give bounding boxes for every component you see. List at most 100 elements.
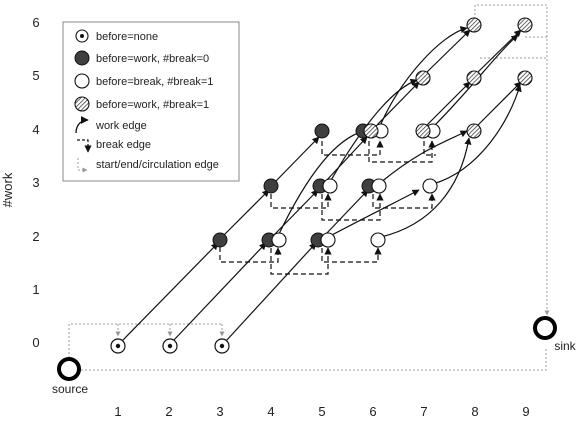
circ-edge-source (68, 323, 222, 358)
break-edges (219, 140, 436, 275)
work-edge-icon (75, 116, 89, 134)
legend: before=none before=work, #break=0 before… (62, 21, 240, 182)
y-ticks: 0 1 2 3 4 5 6 (32, 15, 39, 350)
nodes-none (110, 338, 230, 354)
break-edge (372, 193, 436, 209)
break-edge (368, 140, 436, 163)
x-tick: 4 (267, 404, 274, 419)
x-tick: 9 (522, 404, 529, 419)
node-none (162, 338, 178, 354)
node-break1 (320, 232, 336, 248)
work-edge (477, 29, 522, 73)
legend-label: break edge (96, 139, 151, 151)
node-work0 (263, 178, 279, 194)
work-edge (477, 81, 522, 126)
legend-item-break1: before=break, #break=1 (74, 73, 213, 89)
node-break1 (271, 232, 287, 248)
nodes-break1 (271, 123, 441, 248)
work-edge (329, 78, 418, 183)
source-label: source (52, 382, 88, 396)
circulation-edges (68, 4, 550, 373)
legend-item-circ-edge: start/end/circulation edge (77, 158, 219, 173)
circ-edge-icon (77, 158, 88, 173)
work-edge (274, 136, 320, 183)
break-edge (423, 141, 436, 156)
node-none (214, 338, 230, 354)
work-edge (223, 189, 270, 236)
work-edge (380, 137, 472, 238)
x-ticks: 1 2 3 4 5 6 7 8 9 (114, 404, 529, 419)
circ-edge-return (73, 349, 547, 373)
break-edge (270, 247, 332, 275)
work-edge (121, 242, 219, 342)
legend-label: before=work, #break=1 (96, 99, 209, 111)
node-work1 (415, 70, 431, 86)
sink-node: sink (533, 316, 577, 353)
x-tick: 7 (420, 404, 427, 419)
legend-item-break-edge: break edge (77, 139, 151, 153)
node-work0 (314, 123, 330, 139)
node-work1 (517, 17, 533, 33)
work-edge (432, 84, 522, 185)
node-work1 (466, 17, 482, 33)
y-tick: 0 (32, 335, 39, 350)
y-axis-label: #work (0, 172, 15, 207)
break-edge (219, 247, 282, 263)
work-edge (379, 26, 468, 127)
legend-label: work edge (95, 120, 147, 132)
break-edge (321, 193, 384, 221)
node-break1 (422, 178, 438, 194)
y-tick: 3 (32, 175, 39, 190)
work-edges (121, 29, 522, 342)
legend-label: start/end/circulation edge (96, 159, 219, 171)
work-edge (172, 242, 267, 342)
legend-item-work-edge: work edge (75, 116, 147, 134)
work-edge (426, 29, 471, 73)
legend-box (62, 21, 240, 182)
break-edge (321, 140, 384, 156)
y-tick: 5 (32, 68, 39, 83)
x-tick: 3 (216, 404, 223, 419)
x-tick: 6 (369, 404, 376, 419)
x-tick: 8 (471, 404, 478, 419)
node-work1 (466, 70, 482, 86)
y-tick: 1 (32, 282, 39, 297)
break-edge (321, 247, 382, 263)
node-work1 (363, 123, 379, 139)
x-tick: 2 (165, 404, 172, 419)
work-edge (426, 81, 471, 126)
node-break1 (370, 232, 386, 248)
legend-label: before=break, #break=1 (96, 76, 213, 88)
work-edge (277, 129, 365, 237)
node-none (110, 338, 126, 354)
work-edge (324, 136, 368, 183)
y-tick: 4 (32, 122, 39, 137)
work-edge (379, 130, 468, 184)
x-tick: 1 (114, 404, 121, 419)
x-tick: 5 (318, 404, 325, 419)
break-edge-icon (77, 139, 92, 153)
y-tick: 2 (32, 229, 39, 244)
legend-label: before=work, #break=0 (96, 53, 209, 65)
work-edges-curved (277, 26, 522, 238)
work-edge (329, 189, 420, 237)
node-break1 (322, 178, 338, 194)
source-node: source (52, 357, 88, 396)
work-edge (273, 189, 319, 236)
circulation-label: ecirc (496, 0, 516, 3)
y-tick: 6 (32, 15, 39, 30)
legend-item-none: before=none (75, 29, 158, 43)
node-work1 (415, 123, 431, 139)
node-work1 (517, 70, 533, 86)
legend-item-work0: before=work, #break=0 (74, 50, 209, 66)
legend-item-work1: before=work, #break=1 (74, 96, 209, 112)
sink-label: sink (554, 339, 576, 353)
work-edge (433, 34, 519, 127)
nodes-work1 (363, 17, 533, 139)
legend-label: before=none (96, 31, 158, 43)
circ-edge-end (474, 4, 550, 316)
work-edge (324, 189, 369, 236)
break-edge (270, 193, 332, 209)
node-break1 (371, 178, 387, 194)
